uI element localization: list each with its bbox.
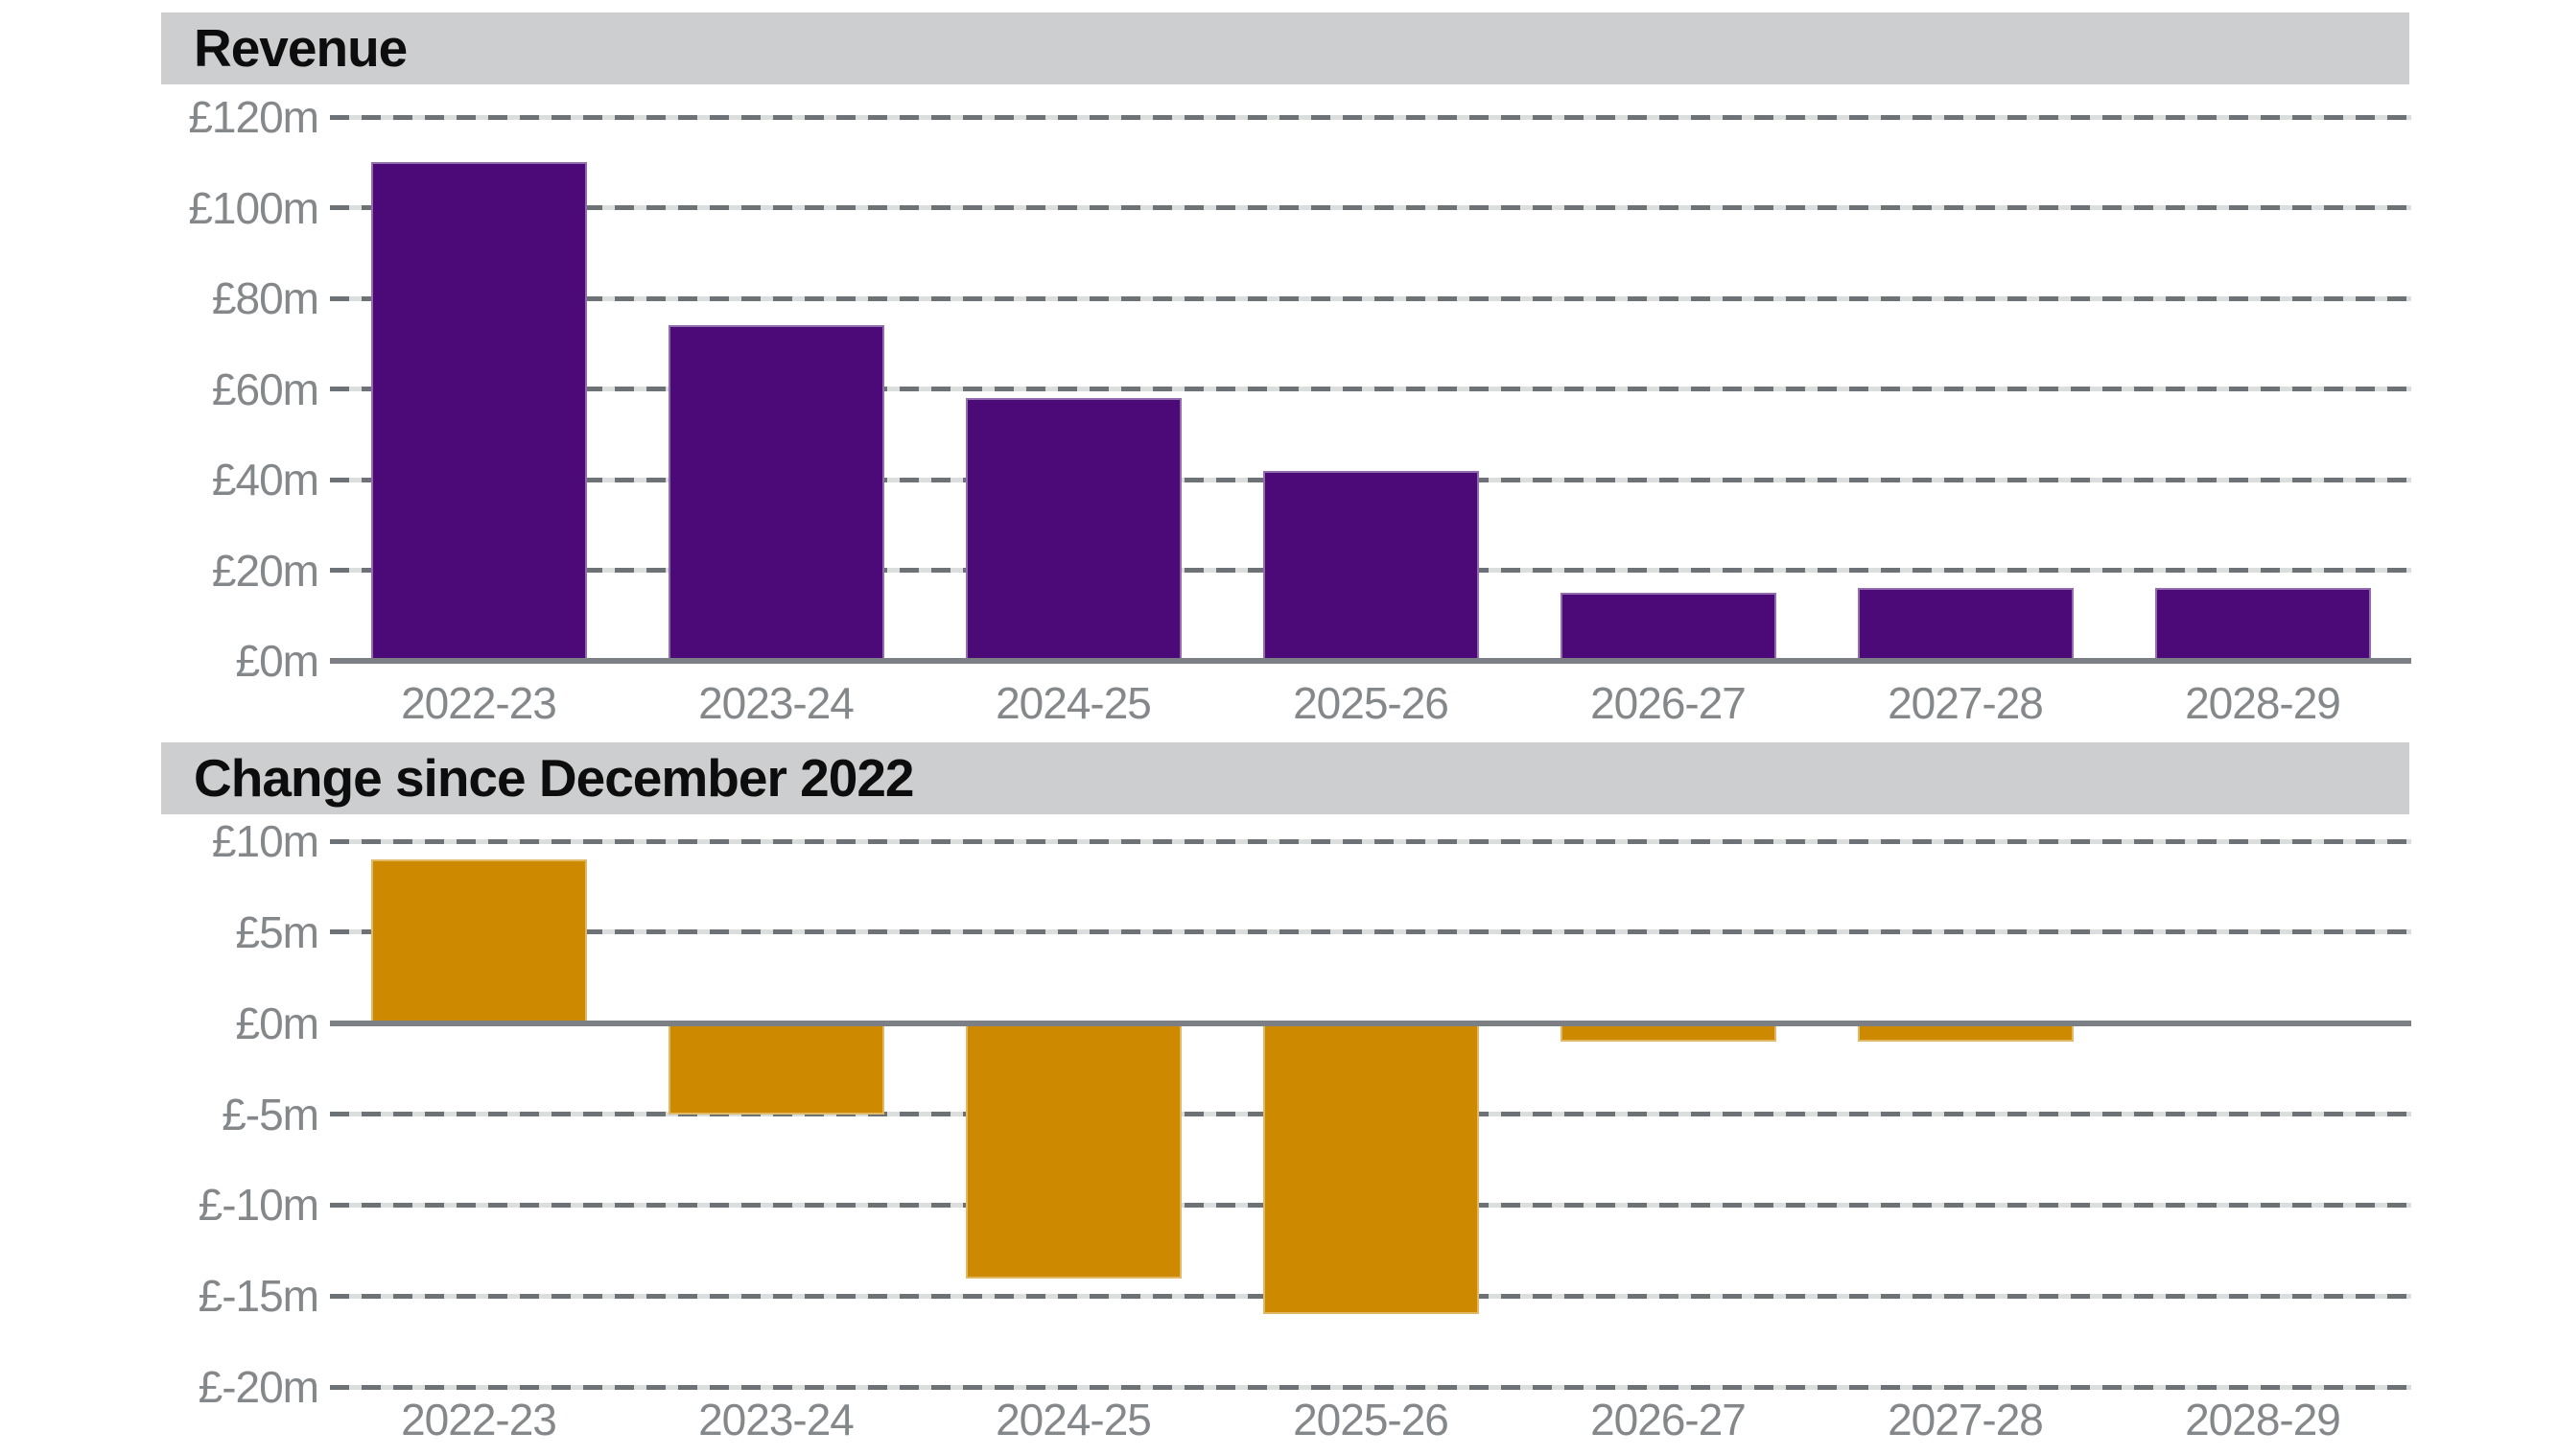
y-tick-label-120m: £120m xyxy=(188,92,319,142)
gridline-5m xyxy=(330,929,2411,934)
y-tick-label-5m: £5m xyxy=(235,907,319,957)
bar-2028-29 xyxy=(2155,588,2371,661)
y-tick-label--15m: £-15m xyxy=(198,1271,319,1321)
change-chart-title: Change since December 2022 xyxy=(194,748,915,808)
x-tick-label-2028-29: 2028-29 xyxy=(2185,1395,2341,1444)
x-tick-label-2023-24: 2023-24 xyxy=(698,1395,855,1444)
bar-2023-24 xyxy=(669,1023,884,1115)
revenue-title-bar: Revenue xyxy=(161,12,2409,84)
change-title-bar: Change since December 2022 xyxy=(161,742,2409,814)
y-tick-label-60m: £60m xyxy=(211,364,319,414)
x-tick-label-2022-23: 2022-23 xyxy=(401,678,557,728)
gridline-120m xyxy=(330,115,2411,120)
bar-2022-23 xyxy=(371,859,587,1023)
x-tick-label-2026-27: 2026-27 xyxy=(1590,1395,1747,1444)
zero-axis-line-0m xyxy=(330,1021,2411,1026)
bar-2024-25 xyxy=(966,1023,1182,1279)
bar-2025-26 xyxy=(1263,1023,1479,1314)
bar-2025-26 xyxy=(1263,471,1479,661)
y-tick-label-40m: £40m xyxy=(211,455,319,505)
x-tick-label-2022-23: 2022-23 xyxy=(401,1395,557,1444)
bar-2027-28 xyxy=(1858,588,2074,661)
x-tick-label-2026-27: 2026-27 xyxy=(1590,678,1747,728)
y-tick-label--10m: £-10m xyxy=(198,1180,319,1230)
bar-2026-27 xyxy=(1561,593,1776,661)
revenue-chart-title: Revenue xyxy=(194,18,408,78)
x-tick-label-2024-25: 2024-25 xyxy=(996,1395,1152,1444)
bar-2022-23 xyxy=(371,162,587,661)
y-tick-label-20m: £20m xyxy=(211,546,319,596)
x-tick-label-2025-26: 2025-26 xyxy=(1293,678,1449,728)
y-tick-label-80m: £80m xyxy=(211,273,319,323)
x-tick-label-2027-28: 2027-28 xyxy=(1888,678,2044,728)
x-tick-label-2023-24: 2023-24 xyxy=(698,678,855,728)
gridline-10m xyxy=(330,839,2411,844)
zero-axis-line-0m xyxy=(330,658,2411,664)
y-tick-label--20m: £-20m xyxy=(198,1362,319,1412)
x-tick-label-2024-25: 2024-25 xyxy=(996,678,1152,728)
y-tick-label--5m: £-5m xyxy=(222,1090,319,1139)
gridline-100m xyxy=(330,205,2411,210)
y-tick-label-0m: £0m xyxy=(235,636,319,686)
x-tick-label-2027-28: 2027-28 xyxy=(1888,1395,2044,1444)
gridline-80m xyxy=(330,296,2411,301)
bar-2023-24 xyxy=(669,325,884,661)
y-tick-label-10m: £10m xyxy=(211,816,319,866)
y-tick-label-100m: £100m xyxy=(188,183,319,233)
gridline--20m xyxy=(330,1385,2411,1390)
gridline-60m xyxy=(330,387,2411,391)
bar-2024-25 xyxy=(966,398,1182,661)
x-tick-label-2025-26: 2025-26 xyxy=(1293,1395,1449,1444)
y-tick-label-0m: £0m xyxy=(235,998,319,1048)
x-tick-label-2028-29: 2028-29 xyxy=(2185,678,2341,728)
